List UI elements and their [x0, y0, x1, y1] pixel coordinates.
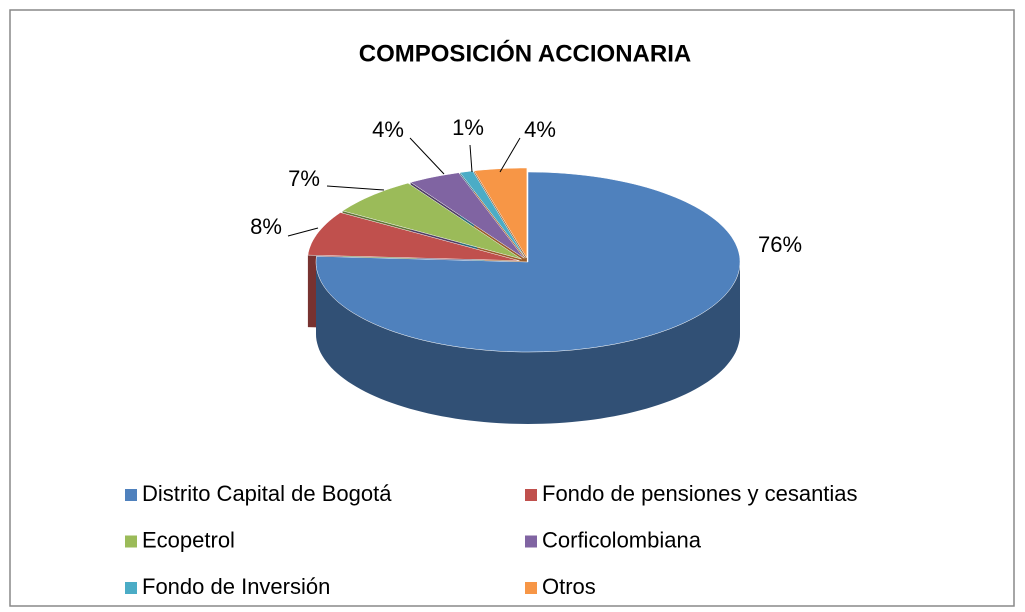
legend-swatch — [525, 489, 537, 501]
leader-line — [326, 185, 385, 191]
leader-line — [499, 137, 521, 173]
data-label: 8% — [250, 214, 282, 239]
data-label: 76% — [758, 232, 802, 257]
slice — [315, 171, 741, 353]
slice-side — [316, 262, 740, 424]
legend-swatch — [125, 582, 137, 594]
slice — [307, 212, 520, 261]
slice — [459, 170, 526, 259]
data-label: 7% — [288, 166, 320, 191]
slice — [473, 167, 528, 259]
legend-label: Ecopetrol — [142, 527, 235, 552]
legend-label: Fondo de Inversión — [142, 574, 330, 599]
legend-label: Otros — [542, 574, 596, 599]
chart-title: COMPOSICIÓN ACCIONARIA — [359, 39, 691, 67]
leader-line — [409, 137, 445, 175]
legend-swatch — [525, 582, 537, 594]
slice — [341, 182, 522, 260]
legend-label: Distrito Capital de Bogotá — [142, 481, 392, 506]
legend-label: Fondo de pensiones y cesantias — [542, 481, 858, 506]
data-label: 4% — [372, 117, 404, 142]
legend-swatch — [525, 535, 537, 548]
leader-line — [469, 144, 473, 173]
legend-swatch — [125, 535, 137, 548]
legend-label: Corficolombiana — [542, 527, 702, 552]
legend-swatch — [125, 489, 137, 501]
data-label: 1% — [452, 115, 484, 140]
data-label: 4% — [524, 117, 556, 142]
leader-line — [287, 227, 319, 237]
slice — [409, 172, 525, 259]
